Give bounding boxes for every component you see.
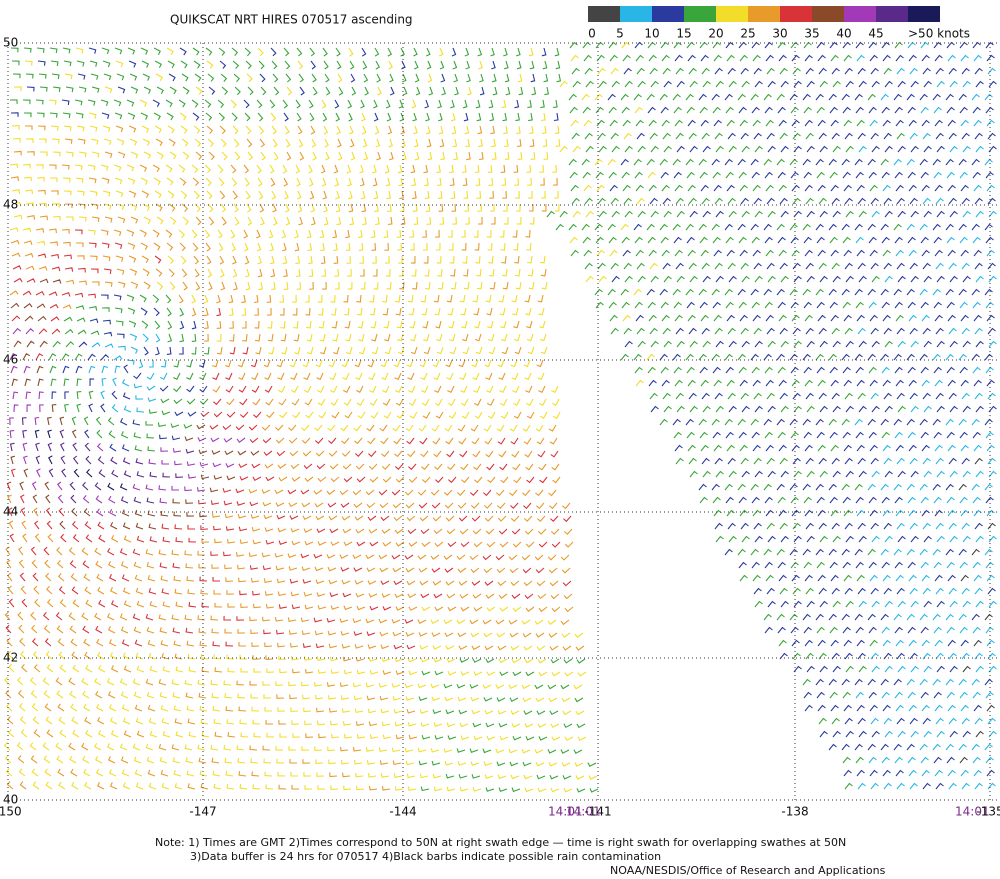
wind-barbs (4, 125, 585, 791)
swath-time: 14:01 (955, 805, 990, 819)
colorbar-label: 15 (676, 27, 691, 41)
colorbar-swatch (684, 6, 716, 22)
lon-label: -141 (584, 805, 611, 819)
colorbar-swatch (812, 6, 844, 22)
colorbar-swatch (844, 6, 876, 22)
lon-label: -135 (976, 805, 1000, 819)
colorbar-label: 0 (588, 27, 596, 41)
lon-label: -147 (189, 805, 216, 819)
colorbar-swatch (780, 6, 812, 22)
swath-time: 14:01 (548, 805, 583, 819)
note: 3)Data buffer is 24 hrs for 070517 4)Bla… (190, 850, 661, 863)
wind-barbs (5, 229, 572, 650)
wind-barbs (10, 41, 997, 790)
map-title: QUIKSCAT NRT HIRES 070517 ascending (170, 13, 413, 27)
lon-label: -138 (781, 805, 808, 819)
lon-label: -150 (0, 805, 22, 819)
lat-label: 46 (3, 353, 18, 367)
colorbar: 0 5 10 15 20 25 30 35 40 45 >50 knots (588, 6, 970, 41)
colorbar-label: 5 (616, 27, 624, 41)
lat-label: 44 (3, 505, 18, 519)
grid (7, 42, 1000, 801)
colorbar-label: 10 (644, 27, 659, 41)
wind-barbs (3, 41, 658, 793)
colorbar-label: 30 (772, 27, 787, 41)
lon-label: -144 (389, 805, 416, 819)
note: Note: 1) Times are GMT 2)Times correspon… (155, 836, 846, 849)
wind-barbs (958, 457, 996, 764)
colorbar-label: 25 (740, 27, 755, 41)
colorbar-swatch (876, 6, 908, 22)
colorbar-swatch (652, 6, 684, 22)
wind-barbs (9, 327, 246, 517)
wind-barbs (10, 278, 260, 530)
lat-label: 50 (3, 36, 18, 50)
colorbar-label: 20 (708, 27, 723, 41)
colorbar-swatch (620, 6, 652, 22)
wind-barb-field (3, 41, 997, 793)
colorbar-swatch (748, 6, 780, 22)
wind-barbs (9, 41, 906, 793)
colorbar-label: 40 (836, 27, 851, 41)
lat-label: 42 (3, 651, 18, 665)
swath-time: 14:01 (566, 805, 601, 819)
colorbar-swatch (908, 6, 940, 22)
wind-barbs (34, 429, 128, 491)
lat-label: 40 (3, 793, 18, 807)
colorbar-label: 45 (868, 27, 883, 41)
colorbar-swatch (716, 6, 748, 22)
colorbar-swatch (588, 6, 620, 22)
wind-barbs (9, 417, 195, 504)
colorbar-label: >50 knots (908, 27, 970, 41)
colorbar-label: 35 (804, 27, 819, 41)
credit: NOAA/NESDIS/Office of Research and Appli… (610, 864, 886, 877)
lat-label: 48 (3, 198, 18, 212)
